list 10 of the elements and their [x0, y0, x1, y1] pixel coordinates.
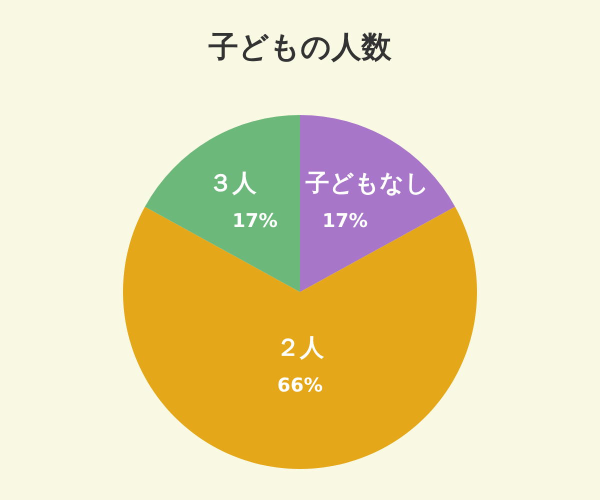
chart-title: 子どもの人数	[208, 30, 392, 65]
pie-slice	[144, 115, 300, 292]
pie-slice	[123, 206, 477, 469]
pie-slice	[300, 115, 456, 292]
slice-label: 子どもなし	[304, 168, 430, 197]
data-label: 17%	[322, 210, 368, 232]
data-label: 17%	[232, 210, 278, 232]
slice-label: ３人	[208, 168, 258, 197]
data-label: 66%	[277, 374, 323, 396]
slice-label: ２人	[276, 334, 325, 362]
